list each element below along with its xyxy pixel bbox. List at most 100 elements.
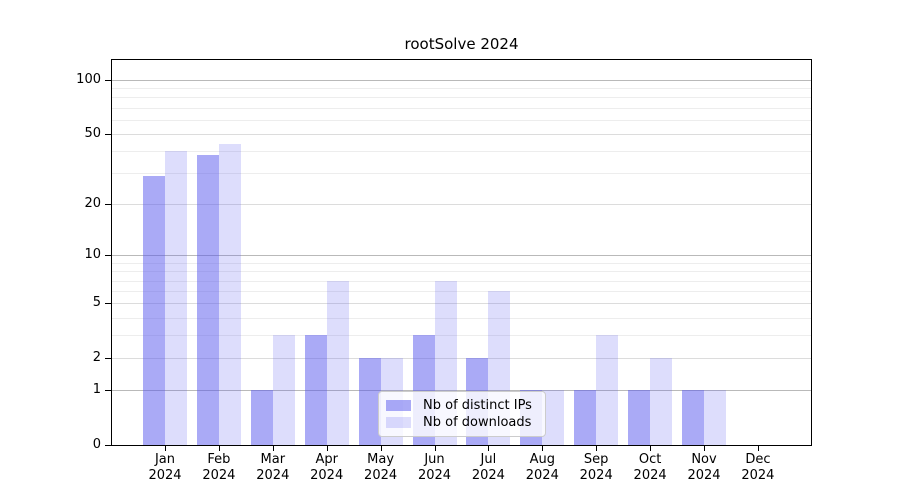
x-tick-month-jan: Jan: [154, 452, 176, 467]
x-tick-month-sep: Sep: [583, 452, 609, 467]
y-tick-label-0: 0: [92, 437, 101, 452]
legend: Nb of distinct IPs Nb of downloads: [378, 391, 546, 437]
x-tick-label-oct: Oct 2024: [618, 452, 682, 484]
x-tick-month-may: May: [367, 452, 395, 467]
gridline-1: [112, 390, 811, 392]
y-tick-label-5: 5: [92, 295, 101, 311]
x-tick-year-feb: 2024: [202, 468, 236, 483]
x-tick-mark-dec: [757, 446, 759, 451]
x-tick-year-jun: 2024: [417, 468, 452, 483]
y-tick-mark-50: [105, 134, 112, 135]
x-tick-label-feb: Feb 2024: [187, 452, 251, 484]
y-tick-label-50: 50: [84, 126, 101, 141]
x-tick-label-sep: Sep 2024: [564, 452, 628, 484]
x-tick-month-jul: Jul: [480, 452, 497, 467]
gridline-5: [112, 303, 811, 305]
legend-row-distinct-ips: Nb of distinct IPs: [386, 397, 537, 414]
bar-mar-ips: [250, 390, 273, 445]
y-tick-mark-100: [105, 80, 112, 81]
x-tick-year-aug: 2024: [525, 468, 559, 483]
bar-oct-downloads: [650, 358, 673, 445]
x-tick-year-apr: 2024: [310, 468, 344, 483]
gridline-30: [112, 173, 811, 175]
gridline-3: [112, 335, 811, 337]
x-tick-mark-mar: [272, 446, 274, 451]
x-tick-mark-jan: [165, 446, 166, 451]
x-tick-mark-aug: [542, 446, 544, 451]
x-tick-label-aug: Aug 2024: [510, 452, 574, 484]
x-tick-label-jul: Jul 2024: [456, 452, 520, 484]
y-tick-mark-20: [105, 204, 112, 206]
gridline-60: [112, 119, 811, 121]
x-tick-year-mar: 2024: [256, 468, 290, 483]
x-tick-year-jul: 2024: [471, 468, 505, 483]
gridline-8: [112, 271, 811, 273]
gridline-20: [112, 204, 811, 206]
y-tick-label-20: 20: [84, 196, 101, 212]
x-tick-label-nov: Nov 2024: [672, 452, 736, 484]
y-tick-mark-0: [105, 445, 112, 446]
bar-feb-downloads: [218, 143, 241, 445]
bar-apr-downloads: [326, 280, 349, 445]
legend-label-distinct-ips: Nb of distinct IPs: [423, 398, 532, 413]
bar-feb-ips: [196, 155, 219, 445]
x-tick-month-oct: Oct: [638, 452, 662, 467]
legend-row-downloads: Nb of downloads: [386, 414, 537, 431]
x-tick-mark-nov: [704, 446, 705, 451]
gridline-9: [112, 262, 811, 264]
x-tick-year-sep: 2024: [579, 468, 613, 483]
x-tick-month-mar: Mar: [260, 452, 286, 467]
x-tick-mark-jul: [488, 446, 490, 451]
chart-title: rootSolve 2024: [404, 35, 519, 53]
gridline-10: [112, 255, 811, 257]
x-tick-month-aug: Aug: [529, 452, 555, 467]
bar-sep-ips: [574, 390, 597, 445]
x-tick-mark-sep: [596, 446, 598, 451]
x-tick-mark-oct: [650, 446, 652, 451]
x-tick-label-apr: Apr 2024: [295, 452, 359, 484]
y-tick-label-1: 1: [92, 382, 101, 398]
plot-area: [111, 59, 812, 446]
bar-aug-downloads: [542, 390, 565, 445]
y-tick-mark-2: [105, 358, 112, 360]
x-tick-label-may: May 2024: [349, 452, 413, 484]
bar-may-ips: [358, 358, 381, 445]
y-tick-mark-10: [105, 255, 112, 257]
gridline-4: [112, 317, 811, 319]
legend-swatch-downloads-icon: [386, 417, 411, 428]
gridline-50: [112, 134, 811, 135]
x-tick-year-nov: 2024: [687, 468, 721, 483]
x-tick-year-jan: 2024: [148, 468, 182, 483]
y-tick-mark-5: [105, 303, 112, 305]
bar-sep-downloads: [596, 335, 619, 445]
bar-jan-ips: [143, 176, 165, 445]
x-tick-label-jun: Jun 2024: [403, 452, 467, 484]
y-tick-label-2: 2: [92, 350, 101, 366]
legend-swatch-distinct-ips-icon: [386, 400, 411, 411]
gridline-2: [112, 358, 811, 360]
x-tick-month-jun: Jun: [424, 452, 445, 467]
gridline-70: [112, 107, 811, 109]
gridline-40: [112, 151, 811, 153]
x-tick-year-may: 2024: [364, 468, 398, 483]
x-tick-month-nov: Nov: [691, 452, 717, 467]
x-tick-year-oct: 2024: [633, 468, 667, 483]
y-tick-label-100: 100: [76, 72, 101, 87]
x-tick-mark-feb: [218, 446, 220, 451]
bar-jan-downloads: [165, 151, 187, 445]
bar-apr-ips: [304, 335, 327, 445]
x-tick-label-dec: Dec 2024: [726, 452, 790, 484]
gridline-100: [112, 80, 811, 81]
y-tick-label-10: 10: [84, 247, 101, 263]
bar-nov-downloads: [704, 390, 726, 445]
x-tick-month-apr: Apr: [315, 452, 338, 467]
x-tick-label-jan: Jan 2024: [133, 452, 197, 484]
gridline-7: [112, 280, 811, 282]
legend-label-downloads: Nb of downloads: [423, 415, 532, 430]
bar-nov-ips: [682, 390, 704, 445]
gridline-80: [112, 97, 811, 99]
x-tick-mark-apr: [326, 446, 328, 451]
x-tick-month-feb: Feb: [207, 452, 231, 467]
gridline-90: [112, 88, 811, 90]
